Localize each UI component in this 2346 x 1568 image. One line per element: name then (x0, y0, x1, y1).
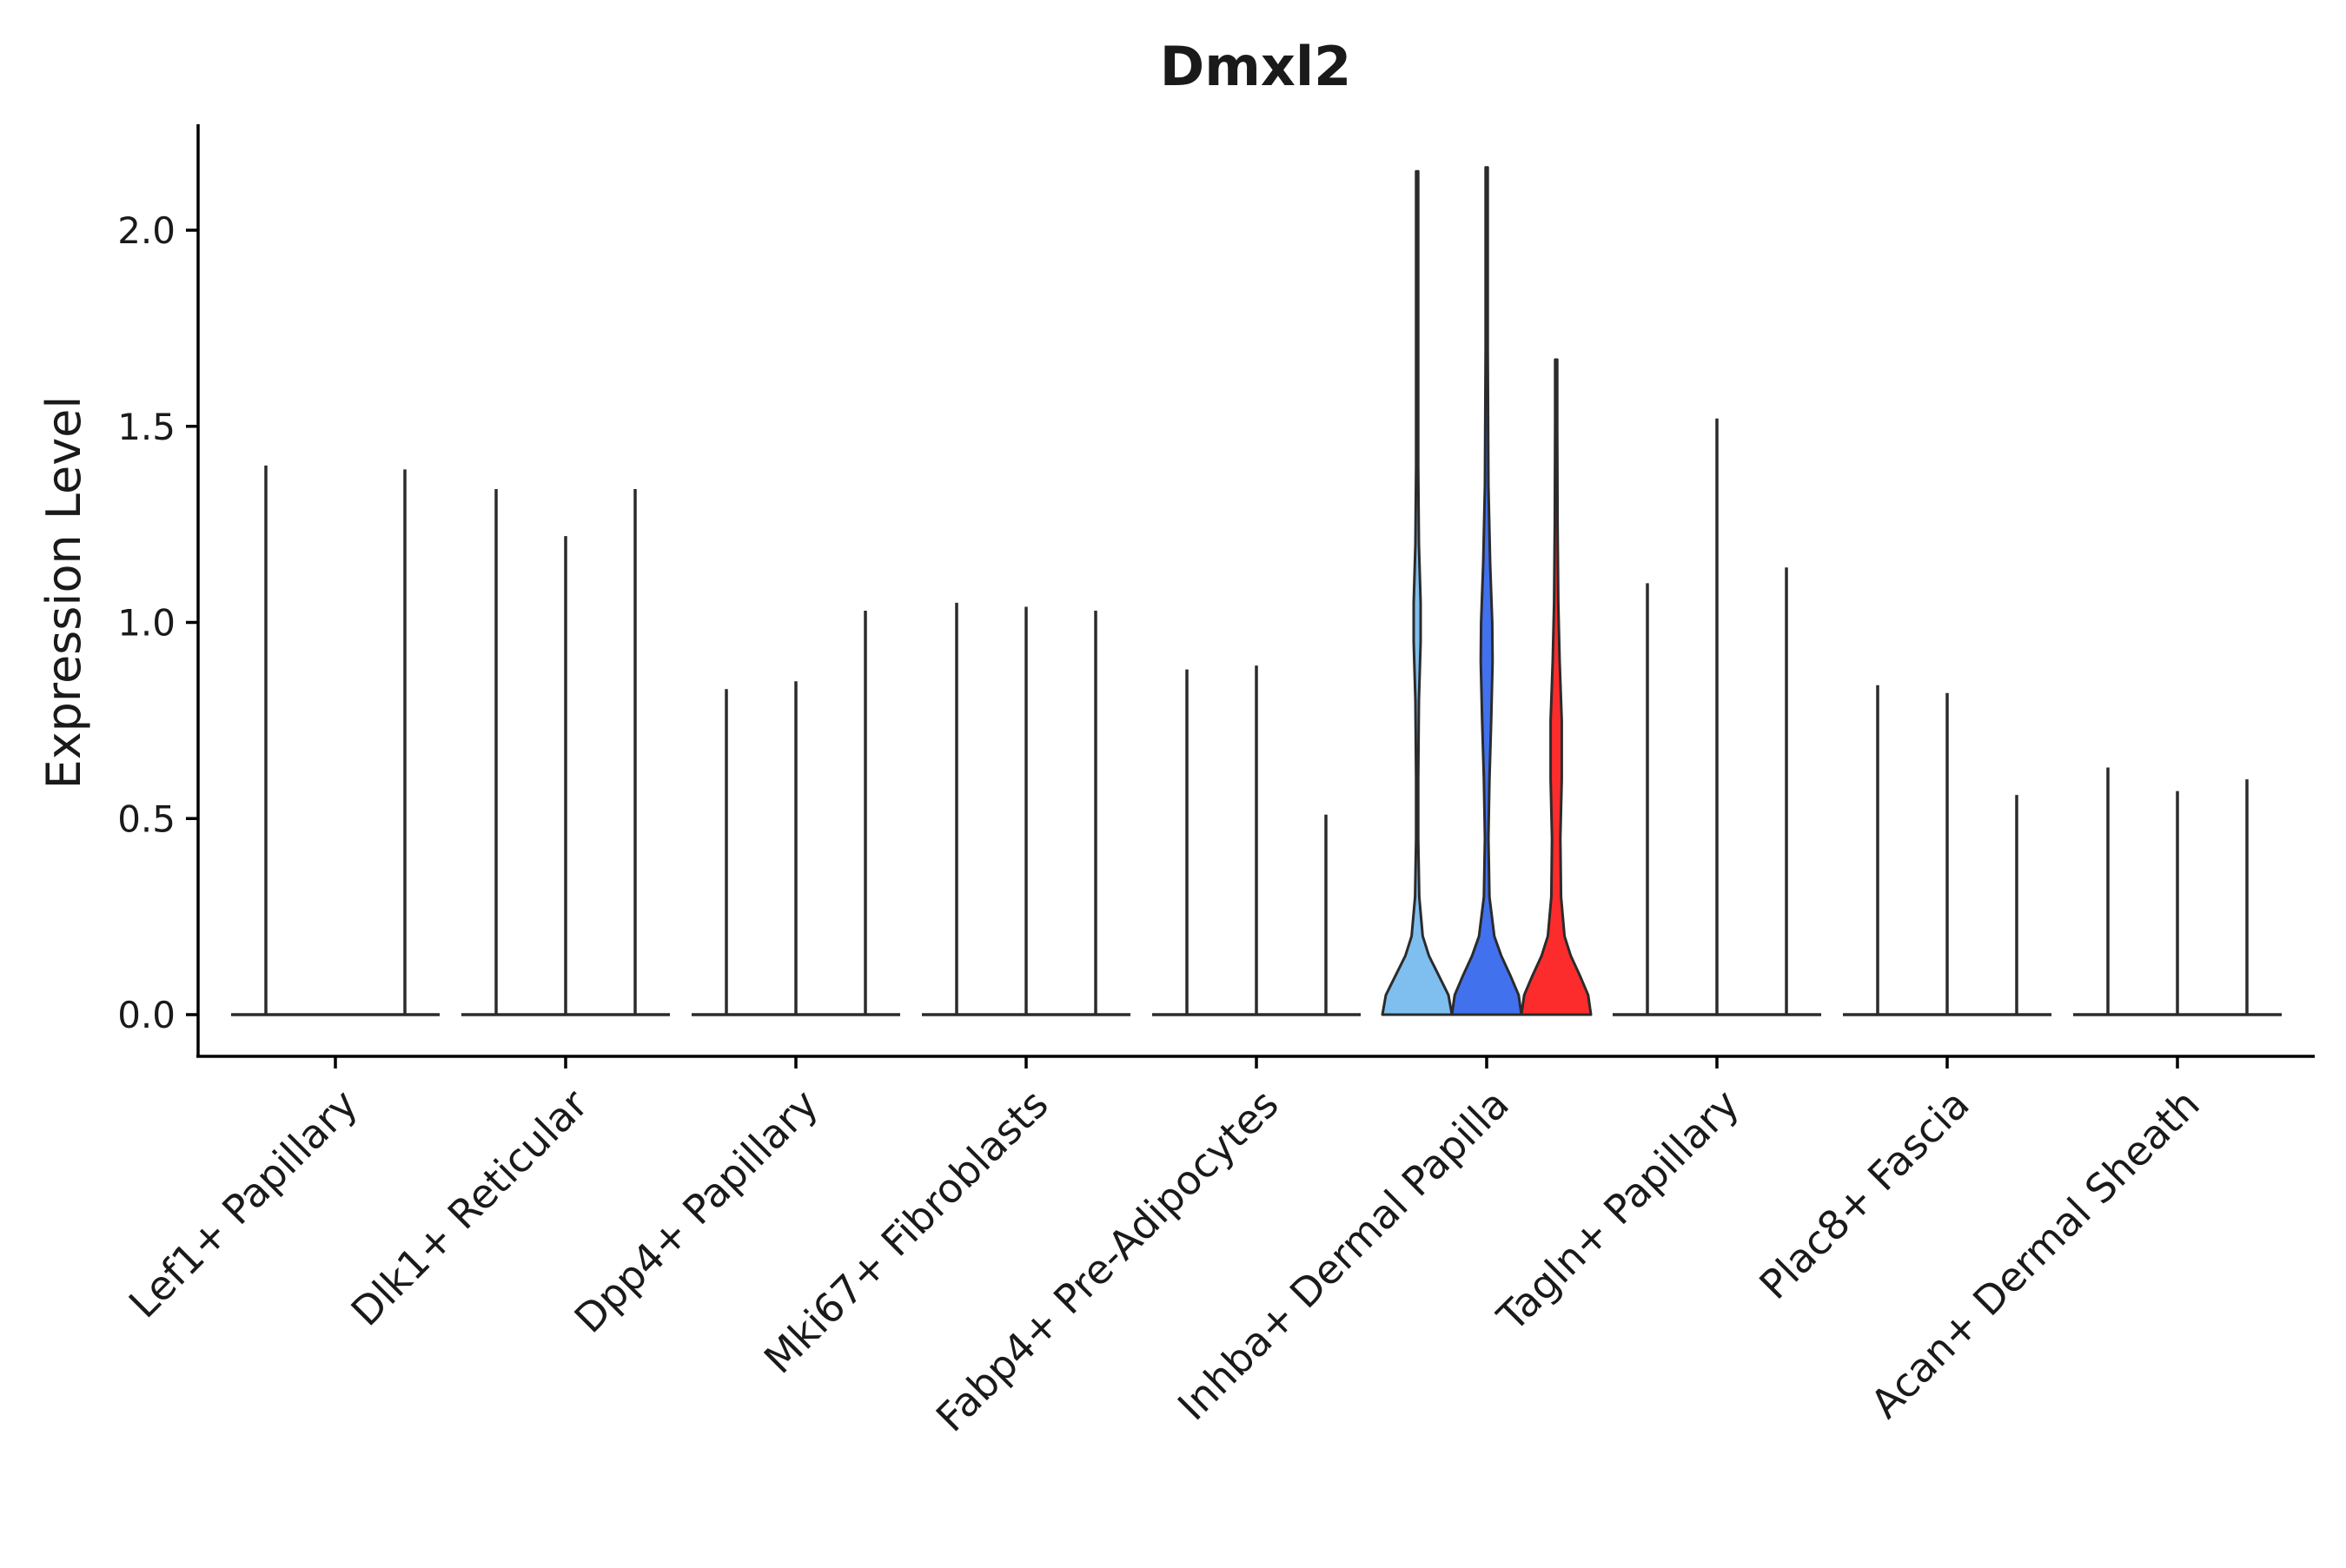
y-tick-label: 2.0 (117, 209, 176, 252)
x-tick-label: Lef1+ Papillary (120, 1081, 367, 1327)
y-ticks: 0.0 0.5 1.0 1.5 2.0 (117, 209, 198, 1036)
y-tick-label: 0.5 (117, 797, 176, 840)
plot-area (231, 166, 2282, 1016)
x-tick-label: Dlk1+ Reticular (342, 1081, 597, 1335)
violin-group (1152, 665, 1361, 1016)
violin-group (231, 465, 440, 1016)
y-axis-label: Expression Level (36, 396, 91, 790)
y-tick-label: 0.0 (117, 994, 176, 1036)
violin-group (461, 488, 670, 1016)
violin-shape (1520, 358, 1593, 1016)
violin-group (922, 602, 1130, 1016)
violin-group (1613, 418, 1821, 1016)
violin-group (1381, 166, 1593, 1016)
violin-shape (1381, 169, 1454, 1016)
violin-group (1843, 685, 2051, 1016)
chart-title: Dmxl2 (1160, 35, 1351, 98)
violin-shape (1450, 166, 1523, 1016)
x-tick-label: Plac8+ Fascia (1750, 1081, 1978, 1308)
y-tick-label: 1.5 (117, 406, 176, 448)
violin-group (2073, 767, 2282, 1016)
violin-group (692, 610, 900, 1016)
y-tick-label: 1.0 (117, 602, 176, 645)
x-tick-label: Dpp4+ Papillary (566, 1081, 827, 1342)
x-tick-label: Tagln+ Papillary (1488, 1081, 1748, 1341)
